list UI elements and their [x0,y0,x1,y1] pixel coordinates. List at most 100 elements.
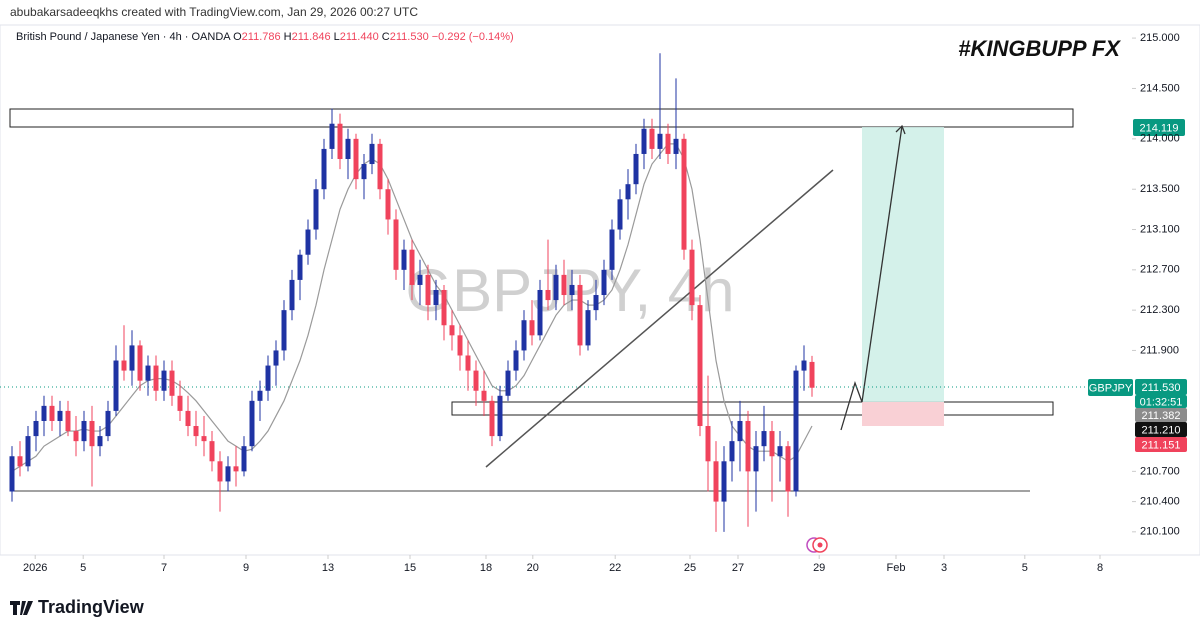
resistance-zone [9,108,1074,128]
change: −0.292 (−0.14%) [432,31,514,43]
candle-body [473,370,479,391]
candle-body [161,370,167,391]
candle-body [505,370,511,396]
candle-body [497,395,503,437]
stop-zone [862,402,944,426]
y-tick-label: 210.100 [1140,526,1180,538]
candle-body [65,410,71,432]
ohlc-header: British Pound / Japanese Yen · 4h · OAND… [16,31,514,43]
price-label: 211.210 [1142,424,1181,436]
candle-body [617,199,623,230]
price-label: 211.382 [1142,410,1181,422]
support-zone [451,401,1054,416]
y-tick-label: 210.700 [1140,465,1180,477]
candle-body [425,274,431,306]
symbol: British Pound / Japanese Yen · 4h · OAND… [16,31,231,43]
candle-body [561,274,567,296]
footer-logo: TradingView [10,597,145,617]
candle-body [321,148,327,190]
candle-body [689,249,695,306]
icon-dot [817,542,823,548]
candle-body [673,138,679,154]
candle-body [17,456,23,467]
candle-body [529,320,535,336]
candle-body [641,128,647,154]
x-tick-label: 20 [527,562,539,574]
candle-body [545,289,551,301]
price-label-box [1135,379,1187,395]
candle-body [449,325,455,336]
candle-body [377,143,383,190]
candle-body [457,335,463,356]
price-label-box [1135,422,1187,437]
candle-body [521,320,527,351]
o: 211.786 [242,31,281,43]
price-label-box [1133,119,1185,136]
price-label-box [1135,395,1187,408]
brand: TradingView [38,597,145,617]
candle-body [289,279,295,311]
x-tick-label: 3 [941,562,947,574]
chart-frame [0,24,1200,556]
x-tick-label: Feb [887,562,906,574]
candle-body [145,365,151,381]
candle-body [121,360,127,371]
candle-body [25,436,31,467]
l: 211.440 [340,31,379,43]
candle-body [785,446,791,492]
candle-body [337,123,343,159]
candle-body [489,400,495,437]
candle-body [305,229,311,255]
candle-body [721,461,727,502]
x-tick-label: 7 [161,562,167,574]
candle-body [49,405,55,421]
price-label: 01:32:51 [1140,396,1183,408]
x-tick-label: 15 [404,562,416,574]
c: 211.530 [390,31,429,43]
candle-body [697,305,703,427]
candle-body [361,164,367,180]
candle-body [601,269,607,296]
l-label: L [334,31,340,43]
candle-body [249,400,255,447]
price-label-box [1088,379,1133,396]
y-tick-label: 212.300 [1140,304,1180,316]
candle-body [393,219,399,270]
candle-body [713,461,719,502]
candle-body [465,355,471,371]
candle-body [113,360,119,411]
candle-body [177,395,183,411]
y-tick-label: 214.000 [1140,133,1180,145]
candle-body [329,123,335,149]
candle-body [233,466,239,472]
candle-body [57,410,63,421]
x-tick-label: 9 [243,562,249,574]
y-tick-label: 211.900 [1140,344,1179,356]
price-label-box [1135,437,1187,452]
candle-body [593,295,599,311]
y-tick-label: 212.700 [1140,264,1180,276]
candle-body [409,249,415,285]
candle-body [9,456,15,492]
candle-body [569,284,575,296]
candle-body [585,310,591,346]
candle-body [657,133,663,149]
candle-body [105,410,111,437]
o-label: O [233,31,242,43]
arrow-head [895,124,906,135]
candle-body [225,466,231,482]
price-label: GBPJPY [1089,382,1133,394]
candle-body [665,133,671,154]
candle-body [793,370,799,492]
x-tick-label: 25 [684,562,696,574]
candle-body [281,310,287,351]
candle-body [97,436,103,447]
credit: abubakarsadeeqkhs created with TradingVi… [10,5,418,19]
candle-body [481,390,487,401]
x-tick-label: 2026 [23,562,47,574]
x-tick-label: 5 [1022,562,1028,574]
price-label: 211.151 [1142,439,1181,451]
candle-body [89,420,95,447]
h-label: H [284,31,292,43]
